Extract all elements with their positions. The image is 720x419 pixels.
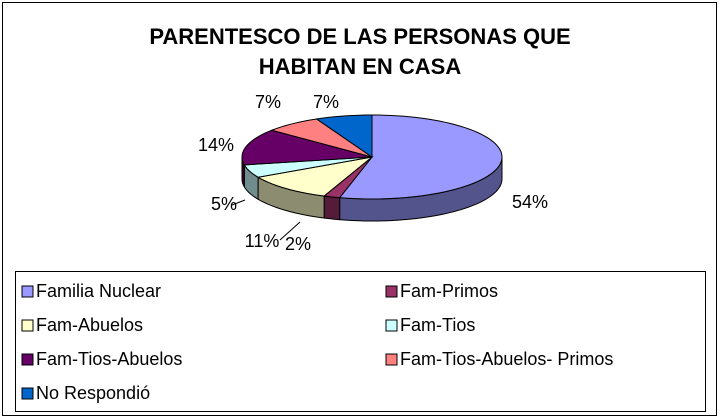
legend-label: Fam-Tios-Abuelos xyxy=(36,349,182,369)
legend-swatch xyxy=(21,319,34,332)
data-label: 54% xyxy=(512,192,548,212)
data-label: 2% xyxy=(285,234,311,254)
slice xyxy=(270,118,373,158)
chart-title: PARENTESCO DE LAS PERSONAS QUE HABITAN E… xyxy=(149,24,571,79)
leader-line xyxy=(231,199,246,206)
slice xyxy=(338,114,503,200)
legend-label: Fam-Abuelos xyxy=(36,315,143,335)
legend-label: Fam-Tios-Abuelos- Primos xyxy=(400,349,613,369)
legend-swatch xyxy=(385,319,398,332)
legend-label: Familia Nuclear xyxy=(36,281,161,301)
legend-swatch xyxy=(385,353,398,366)
legend-label: No Respondió xyxy=(36,383,150,403)
slice xyxy=(256,156,374,197)
slice xyxy=(241,129,373,166)
slice xyxy=(315,114,373,158)
data-label: 14% xyxy=(198,135,234,155)
legend-swatch xyxy=(21,285,34,298)
leader-line xyxy=(279,221,301,241)
legend-box xyxy=(15,271,706,412)
slice-side xyxy=(323,195,341,221)
data-label: 5% xyxy=(211,194,237,214)
legend-label: Fam-Primos xyxy=(400,281,498,301)
legend-label: Fam-Tios xyxy=(400,315,475,335)
legend-swatch xyxy=(21,387,34,400)
legend-swatch xyxy=(21,353,34,366)
data-label: 7% xyxy=(313,92,339,112)
legend-swatch xyxy=(385,285,398,298)
slice xyxy=(243,156,373,178)
data-label: 11% xyxy=(245,231,280,251)
data-label: 7% xyxy=(255,92,281,112)
